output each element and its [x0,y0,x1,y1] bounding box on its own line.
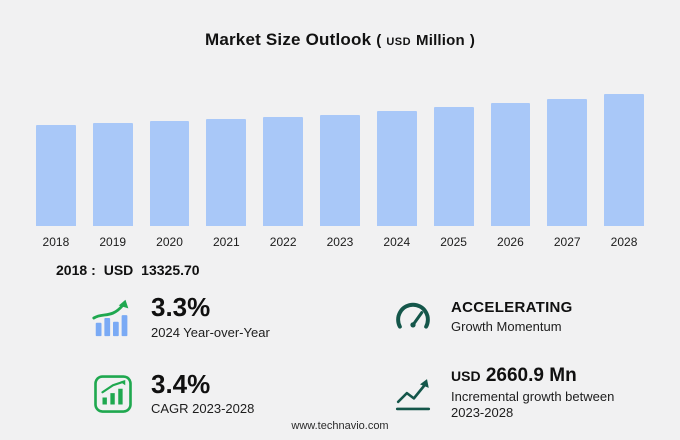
bar-column: 2024 [376,74,417,249]
stat-cagr: 3.4% CAGR 2023-2028 [90,366,380,421]
x-tick-label: 2026 [497,235,524,249]
bar-column: 2023 [320,74,360,249]
incremental-value: USD 2660.9 Mn [451,366,621,386]
title-paren-open: ( [376,32,382,49]
bar-column: 2028 [604,74,644,249]
bar-area [320,74,360,226]
base-currency: USD [103,262,134,278]
momentum-value: ACCELERATING [451,299,573,317]
bar-area [376,74,417,226]
title-unit: Million [416,32,465,49]
x-tick-label: 2023 [326,235,354,249]
x-tick-label: 2025 [440,235,467,249]
x-tick-label: 2021 [212,235,240,249]
footer-url: www.technavio.com [291,420,389,432]
x-tick-label: 2018 [42,235,70,249]
x-tick-label: 2020 [156,235,183,249]
incremental-amount: 2660.9 Mn [485,365,577,386]
bar-chart: 2018 2019 2020 2021 2022 2023 2024 2025 2026 2027… [36,74,644,249]
bar-area [433,74,474,226]
stats-grid: 3.3% 2024 Year-over-Year ACCELERATING Gr… [0,278,680,421]
bar-2020 [149,120,190,226]
incremental-label: Incremental growth between 2023-2028 [451,388,615,421]
bar-column: 2021 [206,74,247,249]
bar-2018 [36,124,76,226]
bar-2028 [604,94,644,226]
bar-2026 [490,103,531,226]
bar-column: 2019 [92,74,133,249]
base-value: 13325.70 [141,262,200,278]
bar-column: 2022 [263,74,304,249]
bar-area [206,74,247,226]
bar-column: 2027 [547,74,588,249]
bar-2025 [433,107,474,226]
stat-momentum: ACCELERATING Growth Momentum [390,294,650,340]
bar-column: 2018 [36,74,76,249]
stat-yoy: 3.3% 2024 Year-over-Year [90,294,380,340]
bar-column: 2020 [149,74,190,249]
cagr-label: CAGR 2023-2028 [151,401,255,417]
title-paren-close: ) [469,32,476,49]
yoy-value: 3.3% [151,292,211,323]
bar-2021 [206,118,247,226]
bar-2019 [92,122,133,226]
x-tick-label: 2022 [269,235,297,249]
bar-area [92,74,133,226]
title-main: Market Size Outlook [204,30,372,49]
cagr-value: 3.4% [151,369,211,400]
bar-2022 [263,116,304,226]
bar-chart-up-arrow-icon [90,294,136,340]
stat-incremental: USD 2660.9 Mn Incremental growth between… [390,366,650,421]
bar-area [149,74,190,226]
framed-bar-chart-icon [90,371,136,417]
base-year-annotation: 2018: USD 13325.70 [56,262,680,278]
x-tick-label: 2028 [610,235,638,249]
bar-2027 [547,98,588,226]
bar-2023 [320,114,360,226]
x-tick-label: 2024 [383,235,411,249]
x-tick-label: 2019 [99,235,127,249]
bar-area [490,74,531,226]
incremental-currency: USD [451,368,481,384]
bar-area [547,74,588,226]
gauge-icon [390,294,436,340]
title-currency: USD [386,36,412,48]
base-separator: : [91,262,96,278]
base-year: 2018 [56,262,88,278]
yoy-label: 2024 Year-over-Year [151,324,270,340]
bar-column: 2025 [433,74,474,249]
bar-area [604,74,644,226]
bar-area [36,74,76,226]
bar-area [263,74,304,226]
bar-column: 2026 [490,74,531,249]
x-tick-label: 2027 [553,235,581,249]
bar-chart-plot-area: 2018 2019 2020 2021 2022 2023 2024 2025 2026 2027… [36,74,644,249]
page-title: Market Size Outlook ( USD Million ) [0,0,680,50]
bar-2024 [376,110,417,226]
line-growth-icon [390,371,436,417]
momentum-label: Growth Momentum [451,318,562,334]
